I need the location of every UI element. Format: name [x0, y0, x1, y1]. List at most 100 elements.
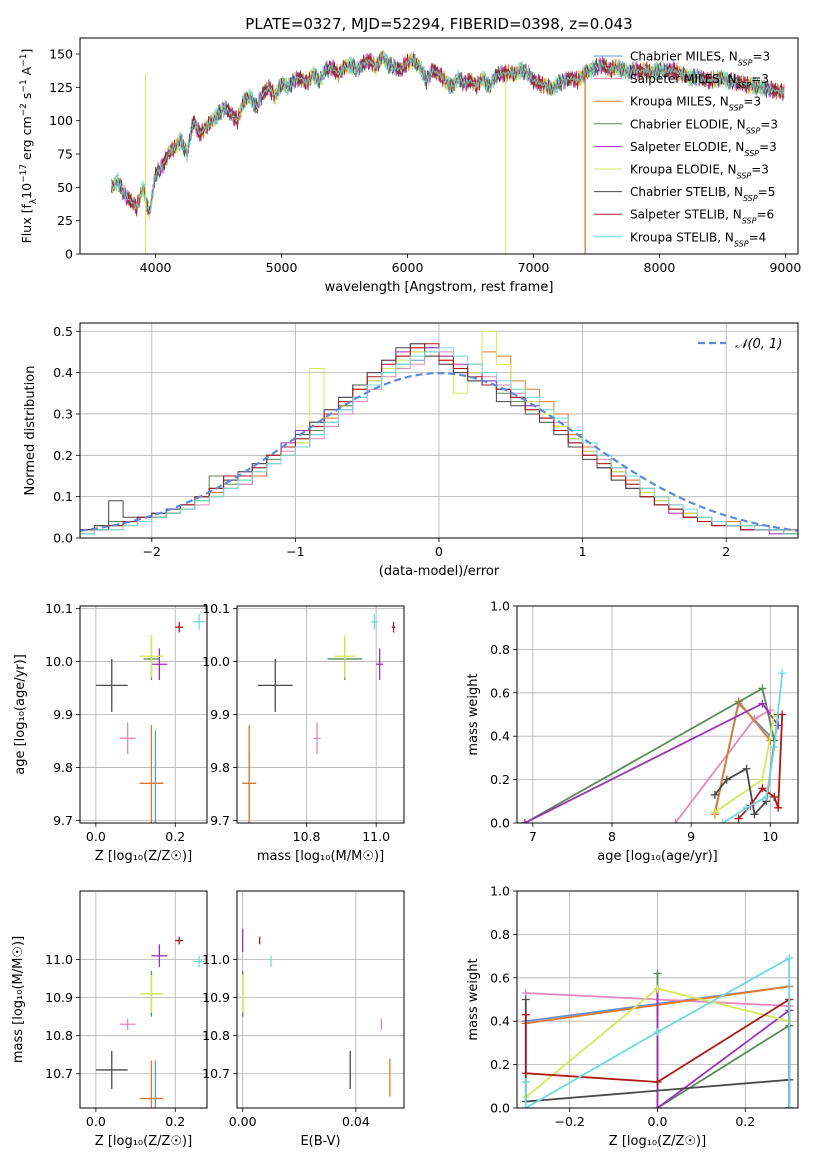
panel-2: −2 −1 0 1 2 0.0 0.1 0.2 0.3 0.4 0.5 (data-model)/er… — [23, 322, 799, 579]
legend-nssp: 3 — [753, 95, 761, 109]
marker-salpeter-elodie — [653, 1104, 662, 1108]
legend-label: Chabrier ELODIE, NSSP=3 — [630, 117, 778, 135]
y-tick-label: 10.7 — [45, 1066, 73, 1081]
marker-salpeter-stelib — [521, 1069, 530, 1078]
y-tick-label: 0.2 — [53, 448, 73, 463]
y-tick-label: 0.2 — [490, 772, 510, 787]
x-tick-label: 6000 — [392, 260, 424, 275]
x-axis-label: Z [log₁₀(Z/Z☉)] — [95, 849, 192, 864]
plot-area — [521, 954, 794, 1108]
marker-salpeter-stelib — [774, 803, 783, 812]
panel-1: 4000 5000 6000 7000 8000 9000 0 25 50 75 100 125 150… — [19, 15, 801, 295]
y-tick-label: 9.9 — [210, 707, 230, 722]
axes-frame — [516, 890, 799, 1109]
legend-sub: SSP — [737, 81, 752, 90]
y-axis-label-part: −1 — [19, 79, 29, 92]
x-tick-label: 1 — [579, 544, 587, 559]
legend-label-gaussian: 𝒩(0, 1) — [735, 337, 782, 352]
axes-frame — [516, 605, 799, 824]
y-tick-label: 0.8 — [490, 642, 510, 657]
y-tick-label: 0.0 — [490, 1101, 510, 1116]
y-tick-label: 0.2 — [490, 1057, 510, 1072]
panel-8: −0.2 0.0 0.2 0.0 0.2 0.4 0.6 0.8 1.0 Z [log₁₀(Z/Z… — [466, 884, 799, 1149]
chart-title: PLATE=0327, MJD=52294, FIBERID=0398, z=0… — [245, 15, 632, 33]
legend-eq: = — [743, 95, 753, 109]
legend-series-name: Chabrier STELIB — [630, 185, 726, 199]
y-axis-label-part: λ — [29, 198, 39, 204]
y-tick-label: 1.0 — [490, 599, 510, 614]
y-tick-label: 9.8 — [210, 760, 230, 775]
y-tick-label: 9.9 — [53, 707, 73, 722]
y-tick-label: 11.0 — [202, 952, 230, 967]
y-tick-label: 0 — [65, 247, 73, 262]
legend-sub: SSP — [734, 239, 749, 248]
spectrum-kroupa-elodie — [111, 49, 785, 221]
marker-salpeter-stelib — [778, 710, 787, 719]
legend-label: Kroupa STELIB, NSSP=4 — [630, 230, 766, 248]
legend-sep: , N — [721, 50, 738, 64]
y-tick-label: 0.0 — [53, 531, 73, 546]
legend-label: Kroupa ELODIE, NSSP=3 — [630, 163, 769, 181]
axes-frame — [79, 37, 799, 255]
legend-nssp: 3 — [770, 117, 778, 131]
x-axis-label: E(B-V) — [300, 1134, 340, 1149]
marker-salpeter-miles — [671, 819, 680, 823]
legend-nssp: 3 — [769, 140, 777, 154]
legend-label: Salpeter ELODIE, NSSP=3 — [630, 140, 777, 158]
legend-sep: , N — [728, 140, 745, 154]
x-tick-label: 0.0 — [648, 1114, 668, 1129]
marker-kroupa-stelib — [653, 1028, 662, 1037]
y-tick-label: 0.6 — [490, 970, 510, 985]
y-tick-label: 50 — [57, 180, 73, 195]
spectrum-kroupa-stelib — [111, 51, 785, 213]
y-tick-label: 10.9 — [45, 990, 73, 1005]
marker-chabrier-stelib — [521, 995, 530, 1004]
marker-chabrier-stelib — [722, 775, 731, 784]
marker-kroupa-elodie — [710, 808, 719, 817]
y-axis-label: age [log₁₀(age/yr)] — [13, 654, 28, 775]
legend-eq: = — [749, 230, 759, 244]
x-tick-label: 0.0 — [86, 829, 106, 844]
marker-kroupa-stelib — [521, 1077, 530, 1086]
marker-salpeter-elodie — [520, 819, 529, 823]
x-axis-label: Z [log₁₀(Z/Z☉)] — [95, 1134, 192, 1149]
marker-kroupa-stelib — [742, 803, 751, 812]
legend-sep: , N — [712, 95, 729, 109]
legend-eq: = — [758, 185, 768, 199]
legend-eq: = — [752, 50, 762, 64]
marker-chabrier-elodie — [758, 684, 767, 693]
legend-sep: , N — [717, 230, 734, 244]
legend-sub: SSP — [744, 148, 759, 157]
y-tick-label: 10.0 — [45, 654, 73, 669]
legend-label: Kroupa MILES, NSSP=3 — [630, 95, 761, 113]
legend-eq: = — [759, 140, 769, 154]
panel-6: 0.0 0.2 10.7 10.8 10.9 11.0 Z [log₁₀(Z/Z☉)] mas… — [11, 890, 208, 1149]
legend-nssp: 3 — [761, 72, 769, 86]
marker-salpeter-stelib — [653, 1077, 662, 1086]
y-tick-label: 0.6 — [490, 685, 510, 700]
legend-eq: = — [751, 72, 761, 86]
legend-sep: , N — [720, 72, 737, 86]
y-axis-label: mass weight — [466, 958, 481, 1040]
legend-series-name: Kroupa MILES — [630, 95, 712, 109]
y-tick-label: 10.1 — [202, 601, 230, 616]
y-axis-label-part: ] — [19, 49, 34, 54]
y-tick-label: 0.5 — [53, 324, 73, 339]
legend-sep: , N — [720, 163, 737, 177]
histogram-kroupa-stelib — [80, 347, 798, 538]
marker-kroupa-stelib — [785, 954, 794, 963]
y-tick-label: 10.1 — [45, 601, 73, 616]
line-salpeter-elodie — [524, 702, 779, 823]
axes-frame — [79, 322, 799, 539]
legend-series-name: Kroupa STELIB — [630, 230, 717, 244]
plot-area — [95, 613, 206, 823]
spectrum-salpeter-elodie — [111, 52, 785, 215]
y-tick-label: 9.7 — [53, 813, 73, 828]
plot-area — [111, 49, 785, 254]
y-tick-label: 125 — [49, 80, 73, 95]
x-tick-label: 8 — [608, 829, 616, 844]
marker-kroupa-stelib — [762, 792, 771, 801]
marker-kroupa-elodie — [758, 775, 767, 784]
legend-nssp: 4 — [759, 230, 767, 244]
